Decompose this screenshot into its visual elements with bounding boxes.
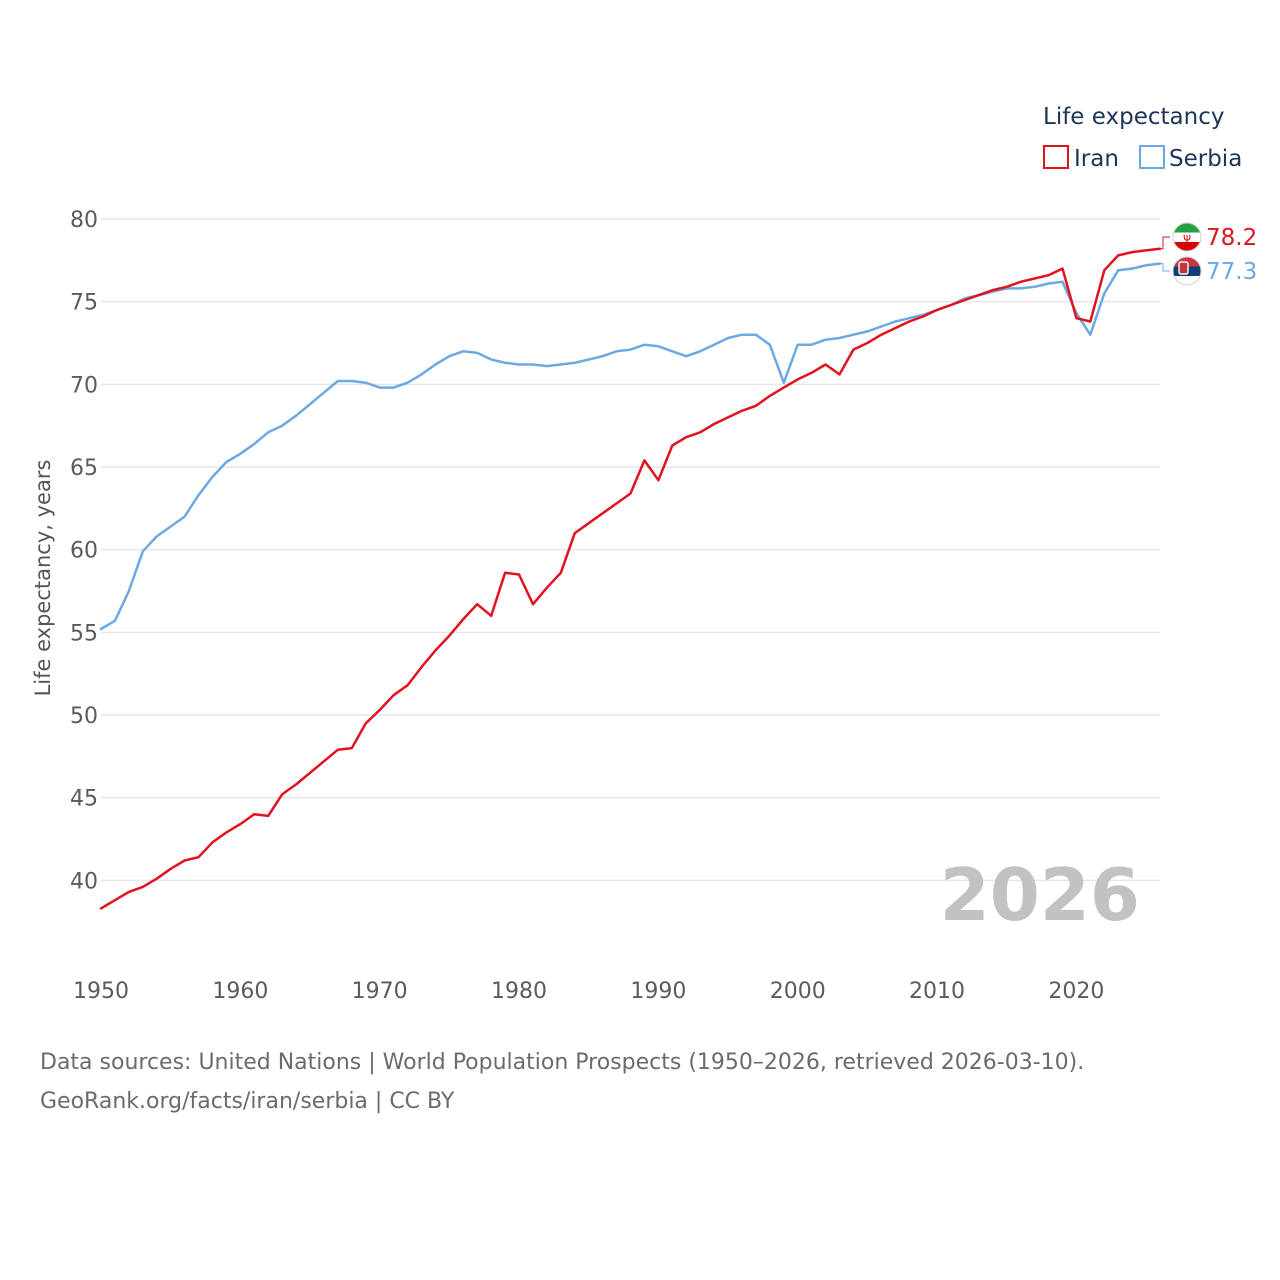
end-value-serbia: 77.3	[1206, 259, 1257, 285]
legend-title: Life expectancy	[1043, 104, 1224, 130]
x-tick-label: 1980	[491, 979, 547, 1004]
gridlines	[101, 218, 1160, 882]
series-lines	[99, 236, 1170, 910]
y-tick-label: 50	[70, 704, 98, 729]
x-tick-label: 2020	[1048, 979, 1104, 1004]
serbia-flag-icon	[1172, 256, 1202, 286]
y-tick-label: 75	[70, 291, 98, 316]
footer-sources: Data sources: United Nations | World Pop…	[40, 1050, 1084, 1075]
x-tick-label: 1950	[73, 979, 129, 1004]
y-axis-title: Life expectancy, years	[31, 460, 55, 697]
year-watermark: 2026	[940, 853, 1140, 937]
x-axis-ticks: 1950 1960 1970 1980 1990 2000 2010 2020	[73, 979, 1104, 1004]
svg-text:Ψ: Ψ	[1183, 234, 1191, 245]
x-tick-label: 1970	[352, 979, 408, 1004]
y-tick-label: 65	[70, 456, 98, 481]
end-connector-serbia	[1160, 263, 1170, 272]
y-tick-label: 60	[70, 539, 98, 564]
end-labels: Ψ 78.2 77.3	[1172, 222, 1257, 286]
legend[interactable]: Life expectancy Iran Serbia	[1043, 104, 1242, 172]
footer-attribution[interactable]: GeoRank.org/facts/iran/serbia | CC BY	[40, 1089, 455, 1114]
x-tick-label: 1960	[212, 979, 268, 1004]
iran-flag-icon: Ψ	[1172, 222, 1202, 252]
legend-label-iran[interactable]: Iran	[1074, 146, 1119, 172]
y-tick-label: 70	[70, 373, 98, 398]
legend-swatch-serbia[interactable]	[1139, 145, 1165, 169]
end-value-iran: 78.2	[1206, 225, 1257, 251]
end-connector-iran	[1160, 236, 1170, 250]
legend-swatch-iran[interactable]	[1043, 145, 1069, 169]
x-tick-label: 2000	[770, 979, 826, 1004]
legend-label-serbia[interactable]: Serbia	[1169, 146, 1242, 172]
x-tick-label: 1990	[630, 979, 686, 1004]
series-line-serbia[interactable]	[99, 262, 1162, 631]
series-line-iran[interactable]	[99, 247, 1162, 910]
y-tick-label: 45	[70, 787, 98, 812]
y-axis-ticks: 40 45 50 55 60 65 70 75 80	[70, 208, 98, 894]
y-tick-label: 55	[70, 621, 98, 646]
y-tick-label: 40	[70, 869, 98, 894]
x-tick-label: 2010	[909, 979, 965, 1004]
y-tick-label: 80	[70, 208, 98, 233]
